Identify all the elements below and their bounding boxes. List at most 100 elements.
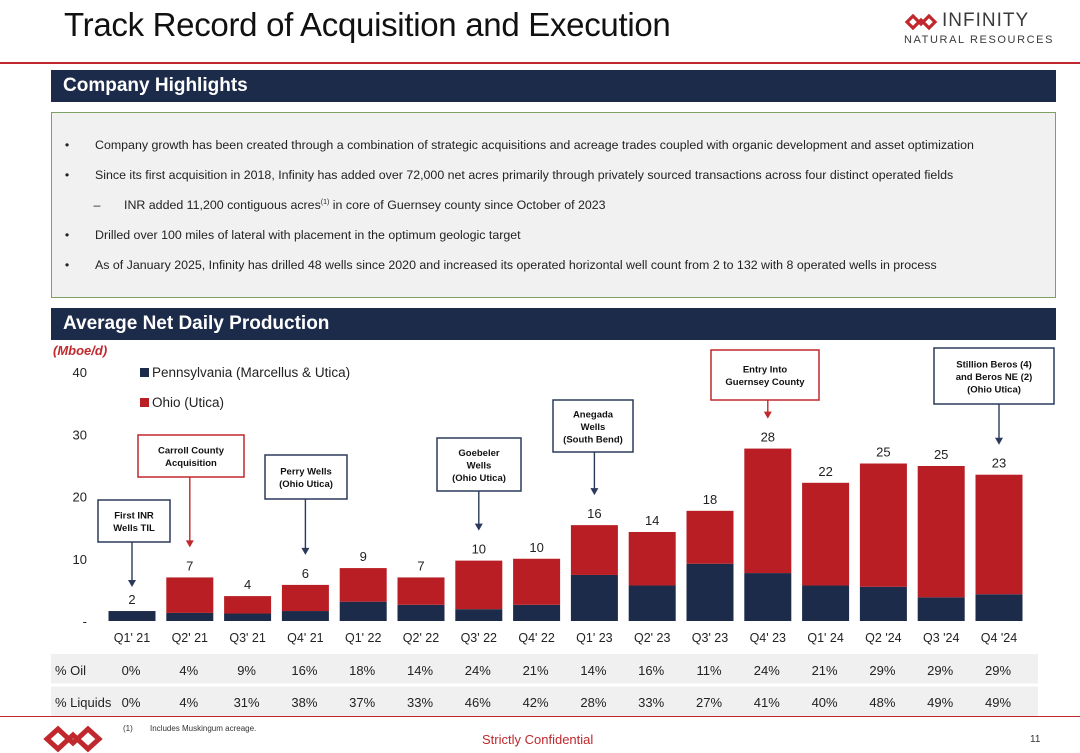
callout-text: (Ohio Utica) (452, 473, 506, 484)
bar-total-label: 4 (244, 577, 251, 592)
callout-text: Wells (581, 422, 606, 433)
callout-text: (Ohio Utica) (279, 479, 333, 490)
x-tick-label: Q3' 23 (692, 631, 728, 645)
bar-segment-pennsylvania (570, 574, 618, 621)
bar-total-label: 28 (761, 430, 775, 445)
callout-box (933, 347, 1055, 405)
bar-total-label: 25 (934, 447, 948, 462)
bar-total-label: 10 (472, 542, 486, 557)
callout-arrow-head (590, 488, 599, 496)
table-cell: 4% (179, 663, 198, 678)
table-cell: 28% (580, 695, 606, 710)
bar-total-label: 7 (186, 558, 193, 573)
bullet: • (64, 258, 70, 272)
bar-total-label: 6 (302, 566, 309, 581)
y-tick-label: 20 (73, 490, 87, 505)
table-cell: 16% (638, 663, 664, 678)
x-tick-label: Q3' 22 (461, 631, 497, 645)
table-cell: 27% (696, 695, 722, 710)
legend-label: Pennsylvania (Marcellus & Utica) (152, 365, 350, 380)
table-cell: 21% (523, 663, 549, 678)
table-cell: 41% (754, 695, 780, 710)
table-cell: 40% (812, 695, 838, 710)
bar-segment-pennsylvania (744, 573, 792, 621)
x-tick-label: Q4' 22 (518, 631, 554, 645)
callout-arrow-head (185, 540, 194, 548)
x-tick-label: Q1' 22 (345, 631, 381, 645)
callout-arrow-head (763, 411, 772, 419)
bar-segment-ohio (859, 463, 907, 587)
bar-total-label: 14 (645, 513, 659, 528)
page-title: Track Record of Acquisition and Executio… (64, 6, 671, 43)
table-cell: 21% (812, 663, 838, 678)
bar-segment-pennsylvania (108, 611, 156, 621)
logo-subtitle: NATURAL RESOURCES (904, 34, 1055, 46)
highlight-text: Since its first acquisition in 2018, Inf… (95, 168, 954, 182)
footnote-ref: (1) (320, 198, 330, 206)
bar-total-label: 18 (703, 492, 717, 507)
callout-text: Entry Into (743, 365, 788, 376)
table-cell: 42% (523, 695, 549, 710)
bullet: • (64, 138, 70, 152)
table-cell: 4% (179, 695, 198, 710)
callout-box (137, 434, 245, 478)
bar-segment-ohio (455, 560, 503, 610)
x-tick-label: Q1' 23 (576, 631, 612, 645)
x-tick-label: Q2' 23 (634, 631, 670, 645)
table-cell: 46% (465, 695, 491, 710)
bar-total-label: 25 (876, 445, 890, 460)
callout-text: and Beros NE (2) (956, 372, 1033, 383)
table-cell: 14% (407, 663, 433, 678)
bar-total-label: 22 (818, 464, 832, 479)
bar-segment-ohio (570, 525, 618, 575)
subtext-main: INR added 11,200 contiguous acres (124, 198, 321, 212)
table-cell: 29% (927, 663, 953, 678)
table-cell: 37% (349, 695, 375, 710)
table-cell: 49% (985, 695, 1011, 710)
bar-segment-ohio (513, 558, 561, 605)
bar-segment-ohio (166, 577, 214, 613)
footnote-number: (1) (123, 724, 133, 733)
table-cell: 14% (580, 663, 606, 678)
footer-logo-icon (43, 725, 103, 753)
callout-text: Carroll County (158, 446, 225, 457)
footer-divider (0, 716, 1080, 717)
x-tick-label: Q4' 23 (750, 631, 786, 645)
callout-arrow-head (995, 437, 1003, 445)
callout-box (264, 454, 348, 500)
logo-name: INFINITY (942, 10, 1030, 31)
x-tick-label: Q4' 21 (287, 631, 323, 645)
title-divider (0, 62, 1080, 64)
table-cell: 9% (237, 663, 256, 678)
bullet: • (64, 228, 70, 242)
confidential-label: Strictly Confidential (482, 732, 594, 747)
bullet: • (64, 168, 70, 182)
bar-segment-ohio (802, 482, 850, 586)
table-cell: 33% (638, 695, 664, 710)
callout-text: Anegada (573, 409, 614, 420)
callout-text: Stillion Beros (4) (956, 359, 1031, 370)
legend-swatch (140, 398, 149, 407)
y-unit-label: (Mboe/d) (53, 343, 107, 358)
bar-total-label: 16 (587, 506, 601, 521)
production-chart: (Mboe/d) - 10 20 30 40 Pennsylvania (Marcellus… (51, 343, 1055, 716)
table-cell: 31% (234, 695, 260, 710)
highlights-heading: Company Highlights (51, 70, 1056, 102)
bar-segment-pennsylvania (513, 604, 561, 621)
legend-label: Ohio (Utica) (152, 395, 224, 410)
bar-segment-ohio (975, 474, 1023, 595)
bar-segment-ohio (281, 584, 329, 612)
bar-segment-pennsylvania (686, 563, 734, 621)
callout-text: First INR (114, 511, 154, 522)
bar-segment-pennsylvania (224, 613, 272, 621)
x-tick-label: Q4 '24 (981, 631, 1017, 645)
highlight-text: As of January 2025, Infinity has drilled… (95, 258, 937, 272)
y-tick-label: - (83, 614, 87, 629)
callout-text: (South Bend) (563, 434, 623, 445)
bar-segment-ohio (339, 568, 387, 602)
x-tick-label: Q2' 21 (172, 631, 208, 645)
y-tick-label: 10 (73, 552, 87, 567)
callout-box (97, 499, 171, 543)
bar-segment-pennsylvania (917, 597, 965, 621)
bar-segment-pennsylvania (166, 612, 214, 621)
